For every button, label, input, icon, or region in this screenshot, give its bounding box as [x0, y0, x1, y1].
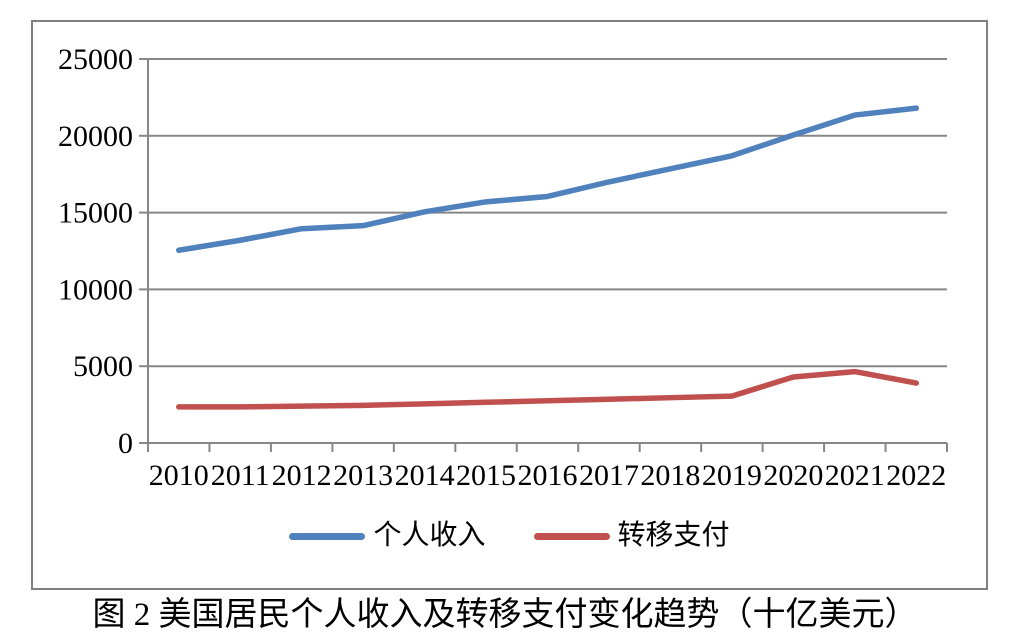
y-tick-label: 5000 [73, 350, 133, 383]
x-tick-label: 2012 [272, 459, 332, 492]
y-tick-label: 10000 [58, 273, 133, 306]
x-tick-label: 2017 [579, 459, 639, 492]
series-line-transfer-payments [175, 368, 920, 410]
y-tick-label: 20000 [58, 120, 133, 153]
x-tick-label: 2022 [886, 459, 946, 492]
y-tick-label: 0 [118, 427, 133, 460]
y-tick-label: 25000 [58, 43, 133, 76]
legend-item-personal-income: 个人收入 [289, 520, 486, 551]
x-tick-label: 2010 [149, 459, 209, 492]
legend-line-swatch-personal-income [289, 532, 366, 540]
x-tick-label: 2019 [702, 459, 762, 492]
x-tick-label: 2013 [333, 459, 393, 492]
figure-caption: 图 2 美国居民个人收入及转移支付变化趋势（十亿美元） [92, 597, 918, 633]
x-tick-label: 2011 [211, 459, 270, 492]
legend-label-transfer-payments: 转移支付 [617, 520, 730, 551]
y-tick-label: 15000 [58, 197, 133, 230]
x-tick-label: 2014 [395, 459, 455, 492]
legend-item-transfer-payments: 转移支付 [533, 520, 730, 551]
x-tick-label: 2015 [456, 459, 516, 492]
x-tick-label: 2018 [640, 459, 700, 492]
x-tick-label: 2020 [763, 459, 823, 492]
chart-frame: 0 5000 10000 15000 20000 25000 2010 2011 2012 201… [31, 20, 988, 590]
x-tick-label: 2016 [518, 459, 578, 492]
x-tick-label: 2021 [825, 459, 885, 492]
series-line-personal-income [175, 105, 920, 253]
legend: 个人收入 转移支付 [33, 522, 986, 550]
legend-line-swatch-transfer-payments [533, 532, 610, 540]
legend-label-personal-income: 个人收入 [373, 520, 486, 551]
